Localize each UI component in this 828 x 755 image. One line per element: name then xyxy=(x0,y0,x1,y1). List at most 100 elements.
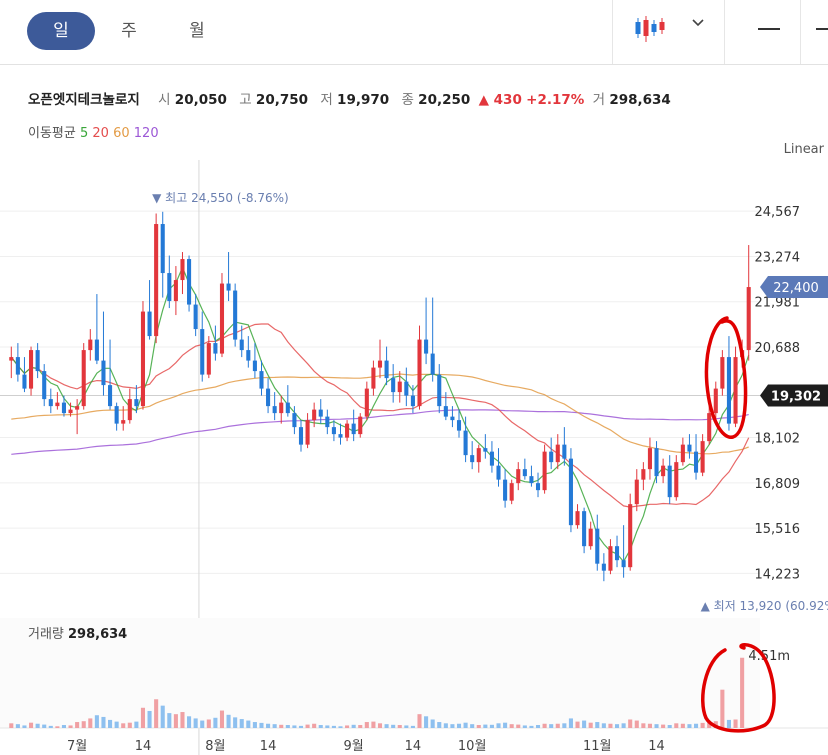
x-tick-label: 14 xyxy=(260,739,277,754)
current-price-label: 22,400 xyxy=(773,281,819,296)
candle xyxy=(88,339,93,351)
volume-bar xyxy=(101,716,106,728)
x-tick-label: 9월 xyxy=(344,739,364,754)
candle xyxy=(187,259,192,305)
volume-bar xyxy=(693,723,699,728)
candle xyxy=(404,381,409,396)
volume-bar xyxy=(483,724,488,728)
volume-bar xyxy=(647,723,652,728)
volume-bar xyxy=(443,723,448,728)
candle xyxy=(628,504,633,568)
candle xyxy=(108,385,113,407)
volume-bar xyxy=(456,723,462,728)
volume-header-value: 298,634 xyxy=(68,627,127,642)
volume-bar xyxy=(384,724,389,728)
candles xyxy=(9,211,751,582)
candle xyxy=(167,273,172,302)
candle xyxy=(509,483,514,501)
axis-labels: 24,567 23,274 21,981 20,688 18,102 16,809 15,5… xyxy=(28,205,800,754)
volume-bar xyxy=(601,723,606,728)
candle xyxy=(173,280,178,302)
volume-bar xyxy=(226,714,231,728)
volume-bar xyxy=(595,722,600,728)
change-percent: +2.17% xyxy=(526,92,585,108)
volume-bar xyxy=(733,719,738,728)
volume-bar xyxy=(529,725,534,728)
moving-average-legend[interactable]: 이동평균 5 20 60 120 xyxy=(28,122,159,141)
volume-bar xyxy=(325,725,330,728)
volume-bar xyxy=(470,724,475,728)
volume-bar xyxy=(720,689,725,728)
volume-bar xyxy=(9,723,14,728)
candle xyxy=(140,311,146,407)
volume-bar xyxy=(206,719,211,728)
ma-120-label: 120 xyxy=(133,126,159,141)
annotation-circle-price xyxy=(704,316,748,439)
candle xyxy=(331,427,336,435)
horizontal-line-icon-2[interactable] xyxy=(816,28,828,30)
x-tick-label: 14 xyxy=(648,739,665,754)
tab-daily[interactable]: 일 xyxy=(27,12,95,50)
chevron-down-icon[interactable] xyxy=(688,14,708,34)
candle xyxy=(568,458,573,526)
candle xyxy=(252,360,257,372)
volume-bar xyxy=(127,722,132,728)
volume-bar xyxy=(364,722,369,728)
volume-bar xyxy=(213,717,218,728)
horizontal-line-icon[interactable] xyxy=(758,28,780,30)
volume-bar xyxy=(687,724,692,728)
candle xyxy=(22,374,27,389)
ma-60-label: 60 xyxy=(113,126,130,141)
candle xyxy=(476,448,481,463)
toolbar-divider-3 xyxy=(800,0,801,64)
volume-bar xyxy=(108,719,113,728)
volume-bar xyxy=(29,722,34,728)
tab-monthly[interactable]: 월 xyxy=(189,21,205,41)
top-toolbar: 일 주 월 xyxy=(0,0,828,65)
candle xyxy=(259,371,264,389)
candle xyxy=(134,399,139,407)
high-label: 고 xyxy=(239,92,252,108)
candle xyxy=(193,304,198,330)
candle xyxy=(693,451,699,473)
volume-tick-label: 4.51m xyxy=(748,649,790,664)
tab-weekly[interactable]: 주 xyxy=(121,21,137,41)
volume-bar xyxy=(259,722,264,728)
candle xyxy=(522,469,527,477)
candle xyxy=(147,311,152,337)
candle xyxy=(595,528,600,564)
candle xyxy=(614,546,620,561)
volume-bar xyxy=(424,716,429,728)
volume-bar xyxy=(641,723,646,728)
candle xyxy=(338,434,343,438)
candle xyxy=(114,406,119,424)
volume-bar xyxy=(700,722,705,728)
scale-mode-toggle[interactable]: Linear xyxy=(783,142,824,157)
candle xyxy=(233,290,238,340)
volume-bar xyxy=(48,725,53,728)
low-label: 저 xyxy=(320,92,333,108)
candle xyxy=(68,409,73,414)
volume-bar xyxy=(463,722,468,728)
candle xyxy=(94,339,99,361)
volume-bar xyxy=(654,724,659,728)
candle xyxy=(707,413,712,442)
candle xyxy=(654,448,659,477)
x-tick-label: 8월 xyxy=(205,739,225,754)
volume-bar xyxy=(614,724,620,728)
candle xyxy=(542,451,547,491)
candle xyxy=(489,451,494,466)
candle xyxy=(325,416,330,428)
x-tick-label: 10월 xyxy=(458,739,487,754)
volume-bar xyxy=(661,724,666,728)
candle xyxy=(298,427,304,445)
volume-header-label: 거래량 298,634 xyxy=(28,627,127,642)
candle xyxy=(417,339,422,407)
volume-bar xyxy=(88,718,93,728)
candle xyxy=(180,259,185,281)
candle xyxy=(391,378,396,393)
candlestick-icon[interactable] xyxy=(634,14,666,44)
volume-bar xyxy=(187,716,192,728)
volume-bar xyxy=(391,724,396,728)
